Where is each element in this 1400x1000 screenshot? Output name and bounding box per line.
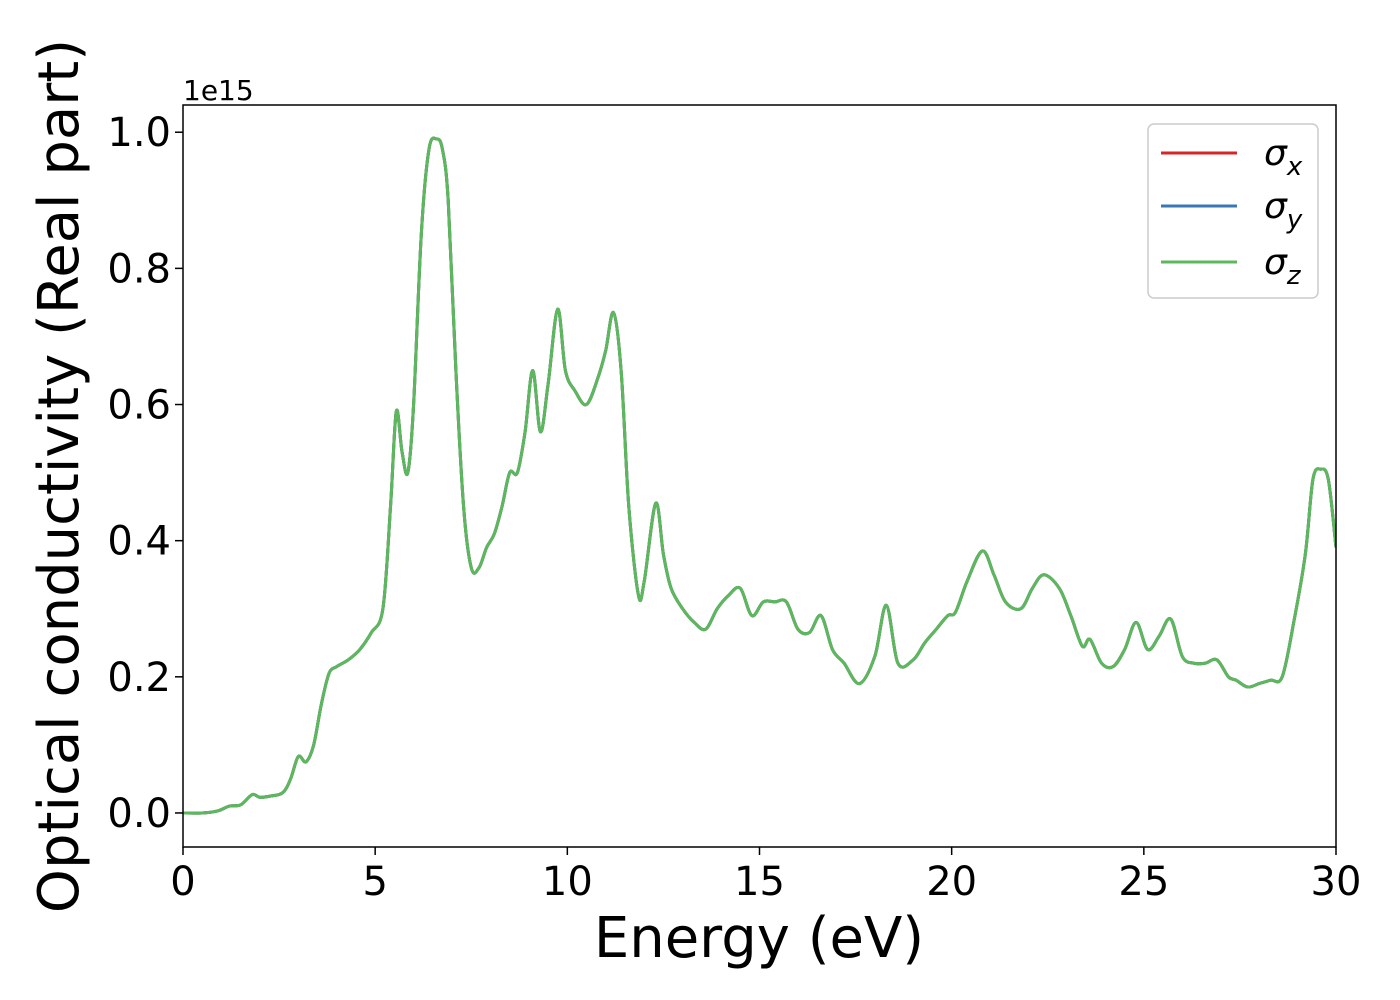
x-axis-ticks: 0 5 10 15 20 25 30	[170, 847, 1361, 905]
x-axis-label: Energy (eV)	[594, 906, 924, 971]
y-tick-label: 0.4	[107, 519, 171, 565]
x-tick-label: 10	[542, 859, 593, 905]
legend-label-y: σy	[1264, 186, 1303, 235]
y-offset-label: 1e15	[183, 74, 254, 107]
y-tick-label: 0.0	[107, 791, 171, 837]
x-tick-label: 30	[1311, 859, 1362, 905]
y-axis-ticks: 0.0 0.2 0.4 0.6 0.8 1.0	[107, 110, 183, 837]
y-tick-label: 0.8	[107, 246, 171, 292]
y-axis-label: Optical conductivity (Real part)	[27, 39, 92, 913]
legend-label-z: σz	[1264, 242, 1302, 291]
y-tick-label: 0.6	[107, 383, 171, 429]
legend-label-x: σx	[1264, 133, 1303, 182]
x-tick-label: 15	[734, 859, 785, 905]
legend-box	[1147, 123, 1319, 299]
x-tick-label: 25	[1118, 859, 1169, 905]
x-tick-label: 5	[362, 859, 387, 905]
series-lines	[183, 136, 1336, 815]
y-tick-label: 0.2	[107, 655, 171, 701]
series-line-z	[183, 136, 1336, 815]
x-tick-label: 20	[926, 859, 977, 905]
y-tick-label: 1.0	[107, 110, 171, 156]
x-tick-label: 0	[170, 859, 195, 905]
